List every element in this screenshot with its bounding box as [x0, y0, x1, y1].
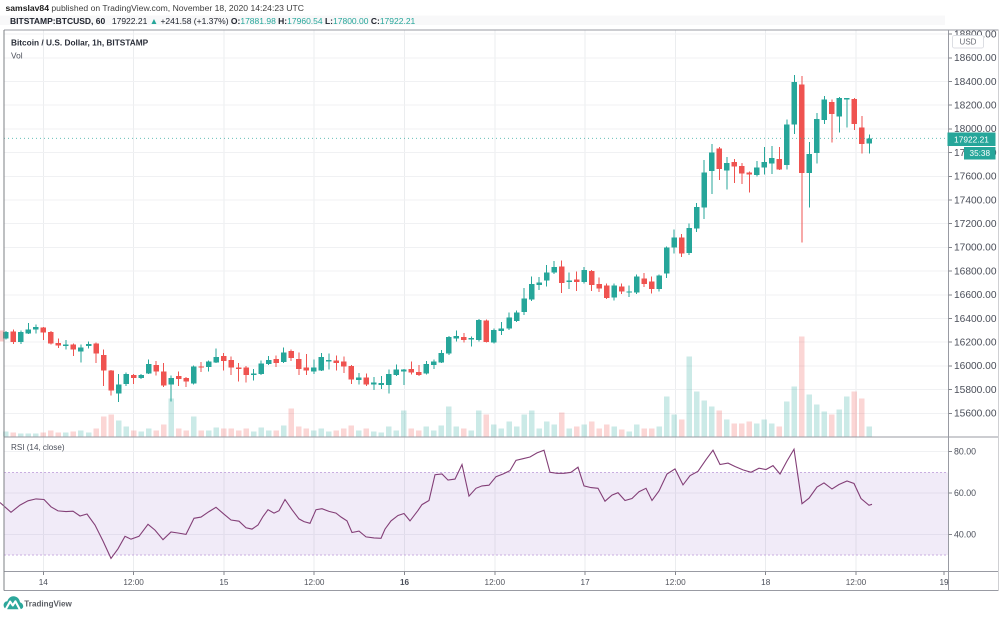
svg-text:17922.21: 17922.21	[954, 134, 989, 144]
svg-text:16800.00: 16800.00	[954, 266, 997, 277]
svg-text:12:00: 12:00	[846, 578, 867, 587]
svg-text:BITSTAMP:BTCUSD, 60 17922.21: BITSTAMP:BTCUSD, 60 17922.21 ▲ +241.58 (…	[10, 16, 416, 26]
svg-text:60.00: 60.00	[954, 488, 976, 498]
svg-text:19: 19	[939, 578, 949, 587]
svg-text:16600.00: 16600.00	[954, 290, 997, 301]
svg-text:18600.00: 18600.00	[954, 53, 997, 64]
svg-text:17000.00: 17000.00	[954, 243, 997, 254]
svg-text:18: 18	[761, 578, 771, 587]
svg-text:40.00: 40.00	[954, 530, 976, 540]
svg-text:RSI (14, close): RSI (14, close)	[11, 443, 65, 452]
svg-text:35:38: 35:38	[970, 149, 991, 158]
svg-text:12:00: 12:00	[665, 578, 686, 587]
svg-text:18000.00: 18000.00	[954, 124, 997, 135]
svg-text:17200.00: 17200.00	[954, 219, 997, 230]
svg-text:18800.00: 18800.00	[954, 29, 997, 40]
svg-text:16400.00: 16400.00	[954, 314, 997, 325]
svg-text:18400.00: 18400.00	[954, 77, 997, 88]
svg-text:17400.00: 17400.00	[954, 195, 997, 206]
svg-text:Vol: Vol	[11, 50, 23, 60]
svg-text:17: 17	[581, 578, 591, 587]
svg-text:15: 15	[219, 578, 229, 587]
svg-text:12:00: 12:00	[123, 578, 144, 587]
svg-text:18200.00: 18200.00	[954, 101, 997, 112]
svg-text:12:00: 12:00	[485, 578, 506, 587]
svg-text:16: 16	[400, 578, 410, 587]
svg-text:USD: USD	[960, 38, 977, 47]
svg-text:15600.00: 15600.00	[954, 409, 997, 420]
svg-text:15800.00: 15800.00	[954, 385, 997, 396]
svg-text:TradingView: TradingView	[24, 600, 72, 609]
svg-text:14: 14	[39, 578, 49, 587]
svg-text:16200.00: 16200.00	[954, 338, 997, 349]
svg-text:17600.00: 17600.00	[954, 172, 997, 183]
svg-text:12:00: 12:00	[304, 578, 325, 587]
svg-text:80.00: 80.00	[954, 447, 976, 457]
svg-text:Bitcoin / U.S. Dollar, 1h, BIT: Bitcoin / U.S. Dollar, 1h, BITSTAMP	[11, 37, 149, 47]
svg-text:samslav84 published on Trading: samslav84 published on TradingView.com, …	[6, 3, 304, 13]
svg-text:16000.00: 16000.00	[954, 361, 997, 372]
